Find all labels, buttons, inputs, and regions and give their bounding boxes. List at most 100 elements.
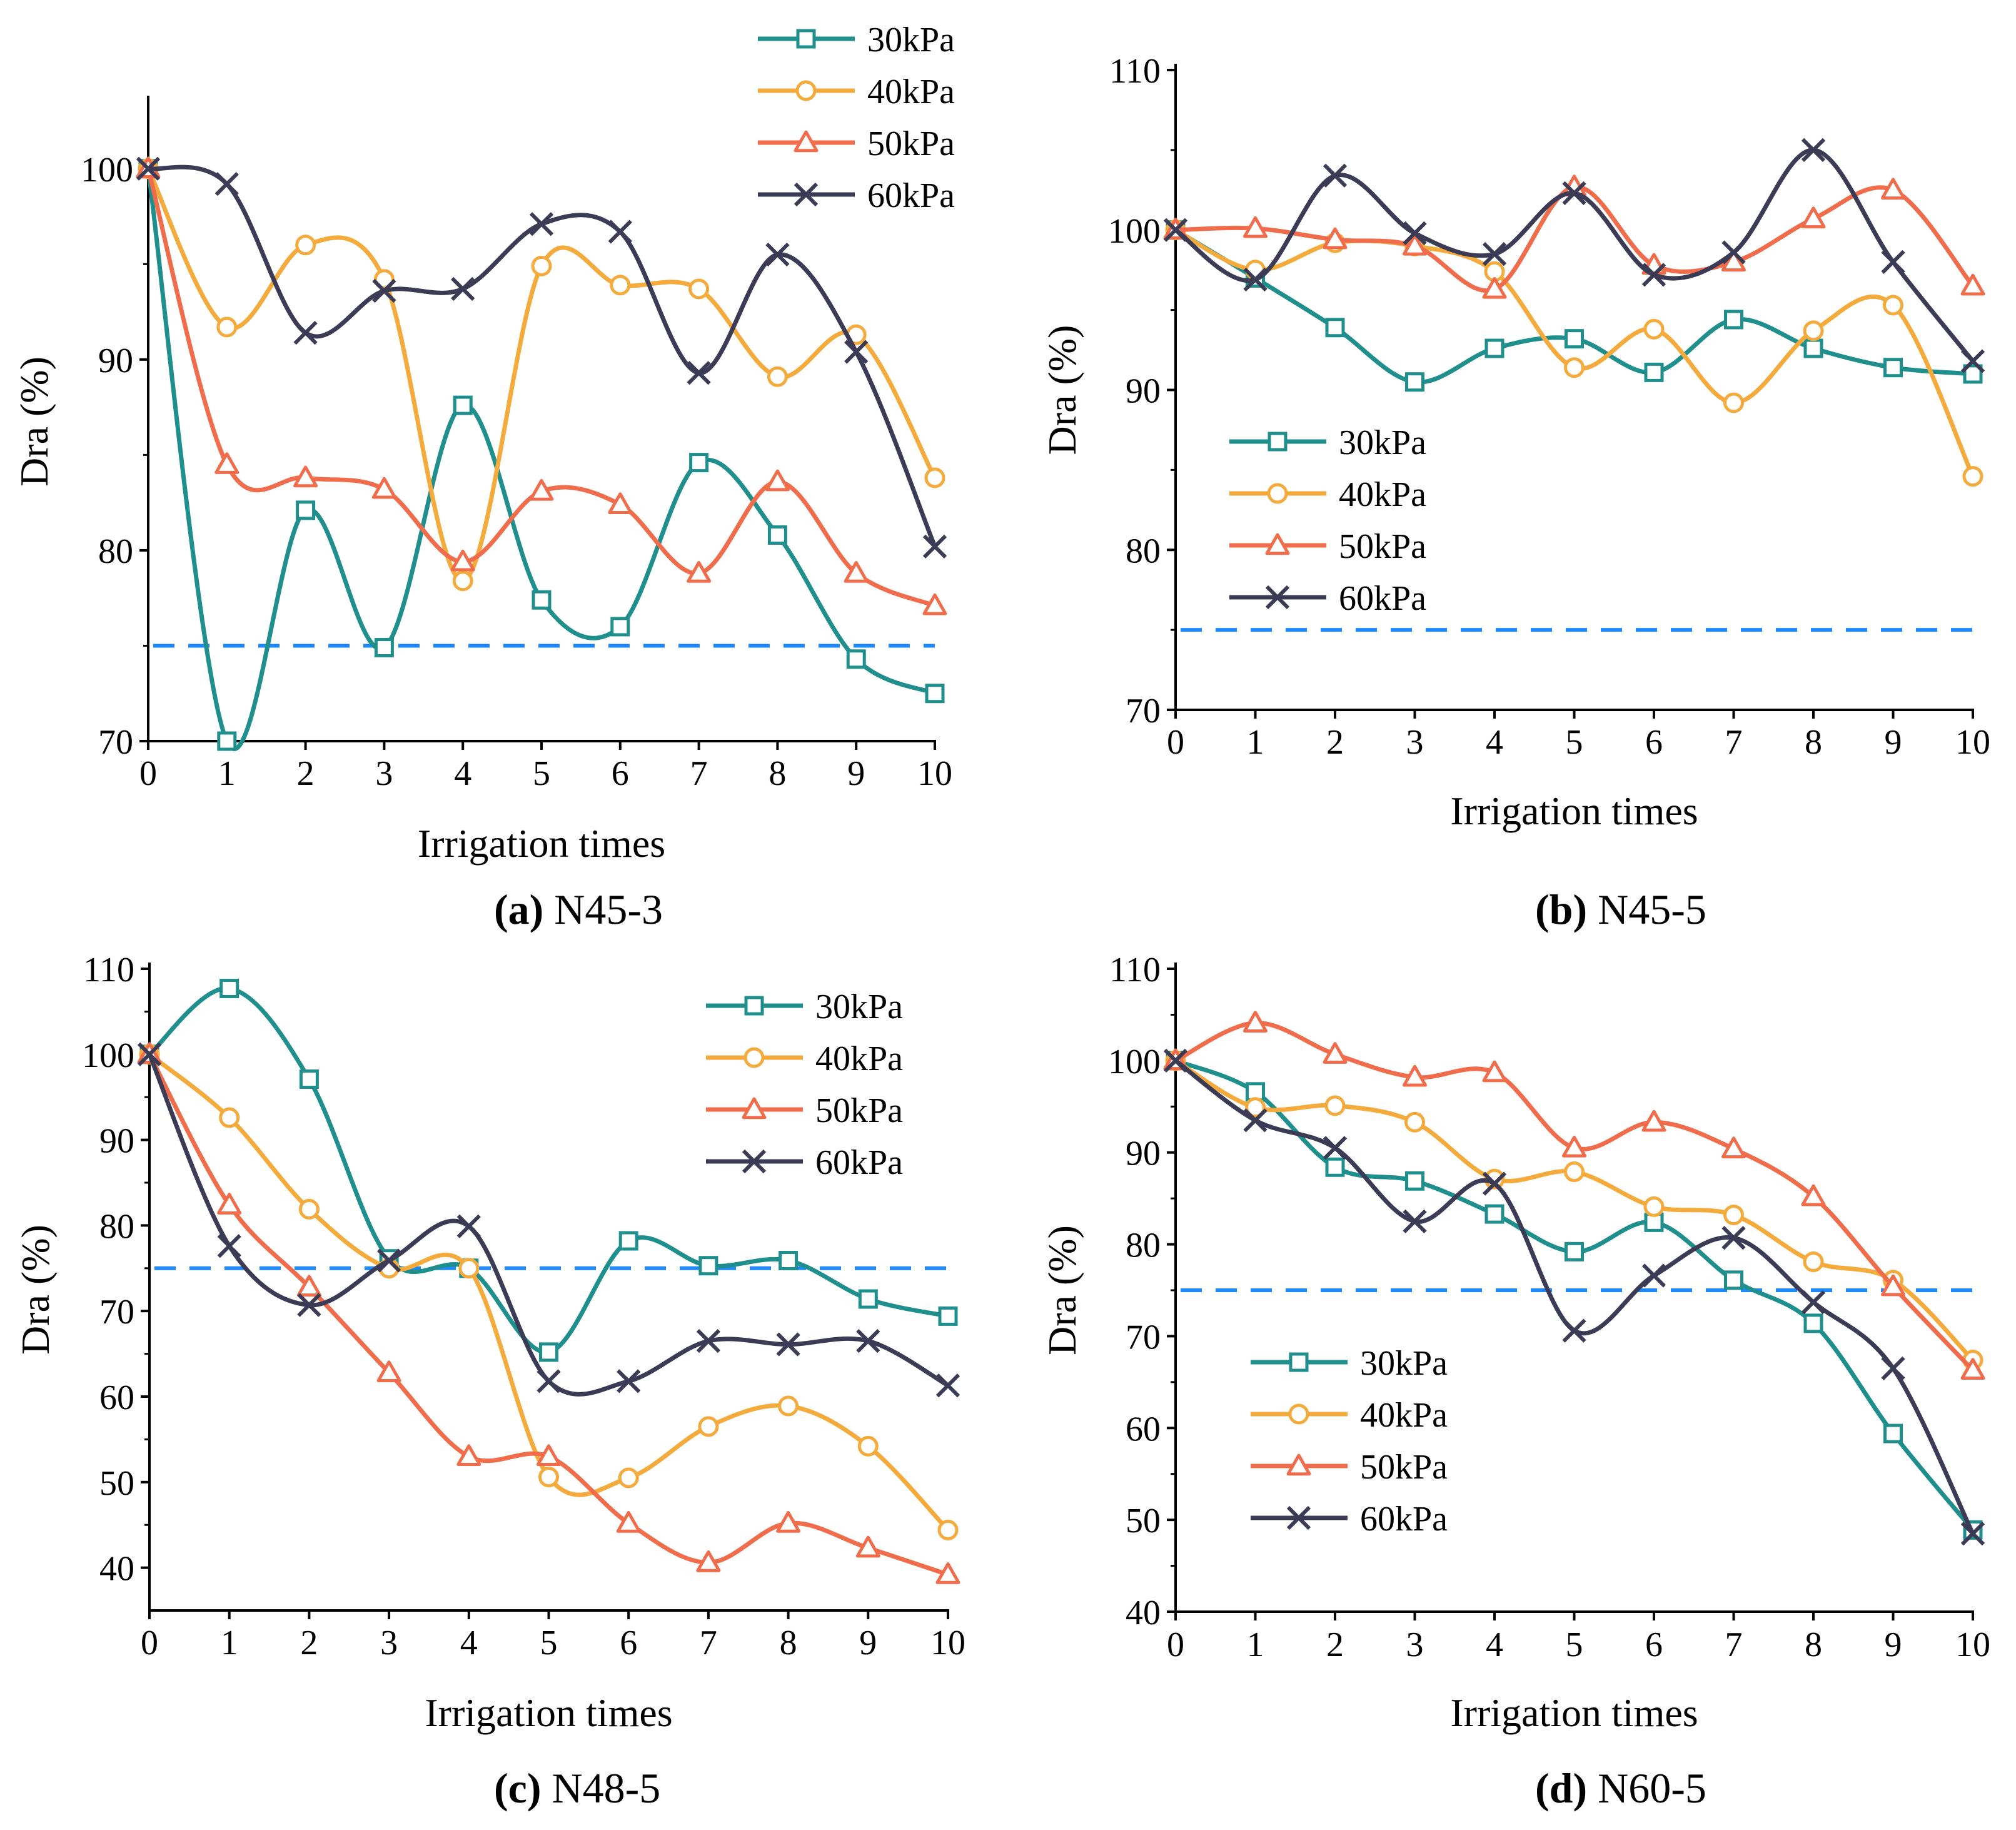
data-point-50kPa-10 [1960, 1358, 1985, 1380]
data-point-50kPa-1 [1243, 216, 1268, 238]
data-point-30kPa-7 [698, 1256, 718, 1276]
data-point-40kPa-10 [1962, 466, 1983, 487]
series-60kPa [1163, 1048, 1985, 1546]
x-tick-label: 5 [1566, 1625, 1583, 1664]
y-tick-label: 90 [99, 1122, 134, 1161]
data-point-60kPa-3 [376, 1248, 401, 1273]
data-point-30kPa-9 [846, 649, 866, 669]
caption-letter: (a) [494, 886, 543, 933]
x-tick-label: 8 [780, 1624, 797, 1662]
data-point-60kPa-0 [136, 156, 161, 181]
legend-label-50kPa: 50kPa [867, 124, 955, 163]
x-tick-label: 4 [460, 1624, 478, 1662]
data-point-40kPa-8 [767, 366, 788, 387]
series-line-50kPa [1175, 185, 1975, 293]
y-axis-title: Dra (%) [12, 356, 56, 487]
x-tick-label: 9 [1885, 723, 1902, 762]
y-tick-label: 70 [99, 1293, 134, 1332]
series-50kPa [1163, 1011, 1985, 1380]
data-point-60kPa-7 [687, 361, 711, 385]
data-point-40kPa-8 [778, 1395, 799, 1417]
caption-letter: (c) [494, 1764, 541, 1812]
x-tick-label: 10 [1955, 723, 1990, 762]
series-50kPa [137, 1042, 960, 1584]
y-tick-label: 70 [1126, 692, 1161, 730]
data-point-60kPa-6 [617, 1369, 641, 1393]
data-point-50kPa-6 [616, 1510, 641, 1533]
data-point-50kPa-6 [1641, 1110, 1666, 1132]
data-point-60kPa-9 [1881, 250, 1905, 275]
legend: 30kPa 40kPa 50kPa 60kPa [758, 21, 955, 215]
x-tick-label: 2 [1326, 723, 1344, 762]
data-point-60kPa-1 [1243, 267, 1268, 292]
data-point-50kPa-3 [371, 477, 396, 499]
caption-text: N45-3 [543, 886, 663, 933]
x-tick-label: 6 [1645, 1625, 1663, 1664]
x-axis-title: Irrigation times [418, 821, 665, 866]
legend-label-50kPa: 50kPa [1339, 527, 1426, 566]
x-tick-label: 7 [1725, 1625, 1743, 1664]
x-tick-label: 10 [917, 754, 952, 793]
data-point-40kPa-8 [1803, 1251, 1824, 1272]
x-tick-label: 1 [1247, 723, 1264, 762]
legend-label-30kPa: 30kPa [815, 988, 903, 1026]
data-point-30kPa-8 [1803, 338, 1823, 358]
data-point-60kPa-10 [922, 534, 947, 559]
data-point-30kPa-2 [296, 500, 316, 520]
y-tick-label: 80 [98, 532, 133, 571]
x-tick-label: 3 [380, 1624, 398, 1662]
data-point-50kPa-2 [1323, 227, 1348, 250]
data-point-30kPa-8 [767, 525, 787, 545]
panel-caption: (b) N45-5 [1535, 886, 1706, 933]
x-tick-label: 4 [1486, 1625, 1503, 1664]
data-point-40kPa-2 [295, 235, 316, 256]
data-point-40kPa-4 [452, 570, 473, 592]
y-tick-label: 110 [1109, 951, 1161, 989]
series-line-30kPa [1174, 1058, 1975, 1532]
data-point-30kPa-9 [1883, 358, 1903, 378]
panel-b-chart: 70 80 90 100 110 0 1 2 3 4 5 6 7 8 9 10 Irrigation times… [1040, 52, 1990, 933]
series-40kPa [1165, 1050, 1983, 1371]
legend-label-60kPa: 60kPa [1339, 579, 1426, 618]
data-point-60kPa-4 [451, 276, 475, 301]
data-point-60kPa-8 [776, 1332, 800, 1357]
data-point-30kPa-3 [1405, 372, 1424, 392]
x-tick-label: 2 [297, 754, 315, 793]
data-point-40kPa-7 [1723, 392, 1744, 413]
x-tick-label: 2 [1326, 1625, 1344, 1664]
x-tick-label: 6 [620, 1624, 637, 1662]
data-point-60kPa-9 [844, 340, 869, 364]
series-line-50kPa [1174, 1021, 1975, 1372]
data-point-60kPa-10 [935, 1373, 960, 1398]
x-tick-label: 0 [141, 1624, 158, 1662]
data-point-50kPa-10 [1960, 273, 1985, 296]
data-point-60kPa-10 [1960, 349, 1985, 373]
data-point-60kPa-5 [537, 1369, 561, 1393]
x-tick-label: 6 [612, 754, 629, 793]
series-line-40kPa [1174, 1058, 1975, 1362]
data-point-30kPa-4 [1484, 338, 1504, 358]
data-point-40kPa-1 [1245, 1097, 1266, 1118]
panel-caption: (c) N48-5 [494, 1764, 660, 1812]
panel-caption: (a) N45-3 [494, 886, 663, 933]
y-tick-label: 90 [98, 341, 133, 380]
panel-a-chart: 70 80 90 100 0 1 2 3 4 5 6 7 8 9 10 Irrigation times Dra… [12, 21, 955, 933]
data-point-50kPa-10 [922, 593, 947, 615]
y-tick-label: 80 [1126, 1226, 1161, 1265]
y-tick-label: 40 [99, 1550, 134, 1589]
data-point-60kPa-2 [297, 1293, 321, 1317]
data-point-60kPa-10 [1960, 1522, 1985, 1546]
data-point-40kPa-5 [531, 255, 552, 276]
data-point-40kPa-2 [1324, 1095, 1346, 1116]
y-tick-label: 80 [99, 1207, 134, 1246]
data-point-50kPa-8 [1801, 1184, 1826, 1206]
data-point-40kPa-1 [219, 1107, 240, 1128]
x-tick-label: 7 [700, 1624, 717, 1662]
data-point-30kPa-9 [1883, 1423, 1903, 1443]
legend-label-60kPa: 60kPa [1360, 1500, 1448, 1539]
legend-label-60kPa: 60kPa [815, 1143, 903, 1182]
x-tick-label: 4 [1486, 723, 1503, 762]
x-tick-label: 6 [1645, 723, 1663, 762]
legend-marker-30kPa [796, 29, 816, 49]
